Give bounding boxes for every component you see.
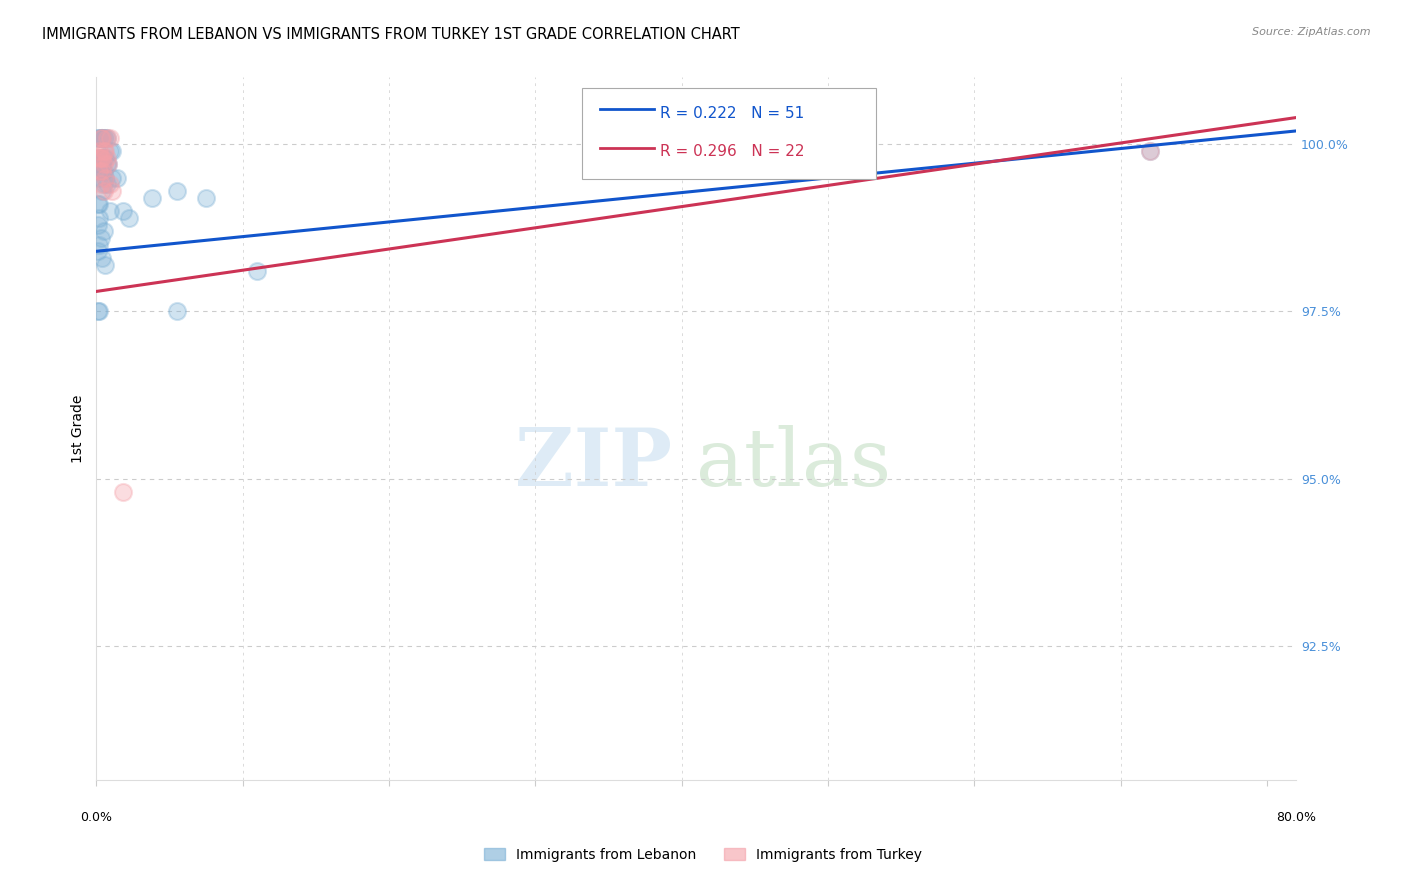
Point — [91, 251, 114, 265]
Point — [96, 151, 118, 165]
Point — [98, 204, 121, 219]
Point — [87, 197, 110, 211]
Point — [91, 164, 114, 178]
Point — [96, 130, 118, 145]
Point — [90, 130, 112, 145]
Point — [105, 170, 128, 185]
Point — [96, 157, 118, 171]
Point — [166, 304, 188, 318]
Point — [94, 144, 117, 158]
Point — [93, 224, 115, 238]
Point — [91, 130, 114, 145]
Point — [87, 164, 110, 178]
Y-axis label: 1st Grade: 1st Grade — [72, 394, 86, 463]
Point — [101, 184, 124, 198]
Point — [98, 178, 121, 192]
Legend: Immigrants from Lebanon, Immigrants from Turkey: Immigrants from Lebanon, Immigrants from… — [478, 842, 928, 867]
Point — [90, 164, 112, 178]
Point — [93, 151, 115, 165]
Point — [111, 204, 134, 219]
Point — [89, 211, 111, 225]
Point — [111, 485, 134, 500]
Point — [91, 157, 114, 171]
Point — [94, 170, 117, 185]
Point — [246, 264, 269, 278]
Text: 80.0%: 80.0% — [1277, 811, 1316, 824]
Point — [97, 157, 120, 171]
Text: R = 0.222   N = 51: R = 0.222 N = 51 — [661, 105, 804, 120]
Point — [90, 178, 112, 192]
Point — [93, 184, 115, 198]
Point — [117, 211, 139, 225]
Point — [89, 164, 111, 178]
Point — [89, 170, 111, 185]
Point — [87, 304, 110, 318]
Point — [90, 151, 112, 165]
Text: Source: ZipAtlas.com: Source: ZipAtlas.com — [1253, 27, 1371, 37]
Point — [98, 144, 121, 158]
Point — [93, 144, 115, 158]
Text: atlas: atlas — [696, 425, 891, 502]
Point — [94, 258, 117, 272]
Point — [90, 231, 112, 245]
FancyBboxPatch shape — [582, 88, 876, 179]
Point — [166, 184, 188, 198]
Point — [91, 151, 114, 165]
Point — [97, 157, 120, 171]
Point — [90, 151, 112, 165]
Point — [96, 178, 118, 192]
Point — [195, 191, 218, 205]
Point — [101, 170, 124, 185]
Point — [91, 130, 114, 145]
Point — [87, 130, 110, 145]
Point — [89, 130, 111, 145]
Text: IMMIGRANTS FROM LEBANON VS IMMIGRANTS FROM TURKEY 1ST GRADE CORRELATION CHART: IMMIGRANTS FROM LEBANON VS IMMIGRANTS FR… — [42, 27, 740, 42]
Point — [89, 197, 111, 211]
Point — [141, 191, 163, 205]
Text: ZIP: ZIP — [515, 425, 672, 502]
Point — [89, 304, 111, 318]
Point — [89, 151, 111, 165]
Point — [89, 151, 111, 165]
Point — [91, 184, 114, 198]
Point — [87, 244, 110, 259]
Point — [93, 164, 115, 178]
Point — [1139, 144, 1161, 158]
Point — [94, 151, 117, 165]
Point — [93, 130, 115, 145]
Point — [91, 164, 114, 178]
Point — [90, 130, 112, 145]
Point — [90, 157, 112, 171]
Point — [94, 170, 117, 185]
Point — [89, 144, 111, 158]
Point — [94, 130, 117, 145]
Point — [1139, 144, 1161, 158]
Point — [89, 237, 111, 252]
Point — [101, 144, 124, 158]
Text: 0.0%: 0.0% — [80, 811, 112, 824]
Point — [96, 130, 118, 145]
Point — [87, 218, 110, 232]
Point — [93, 178, 115, 192]
Point — [91, 130, 114, 145]
Point — [89, 157, 111, 171]
Point — [98, 130, 121, 145]
Point — [93, 157, 115, 171]
Text: R = 0.296   N = 22: R = 0.296 N = 22 — [661, 145, 804, 159]
